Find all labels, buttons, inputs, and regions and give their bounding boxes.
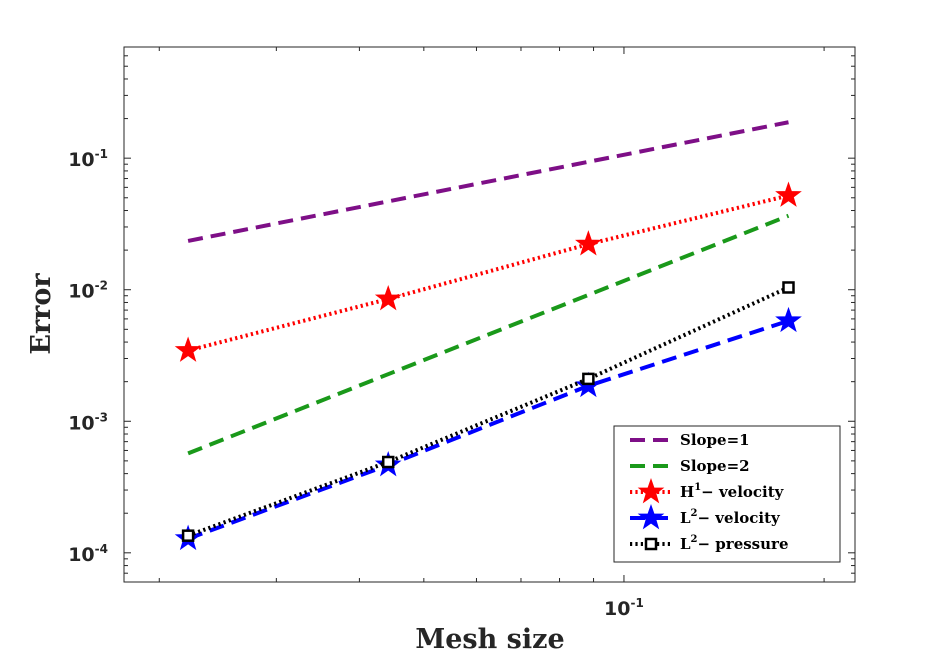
axis-ticks [124, 47, 855, 583]
series-line [187, 120, 789, 243]
data-point [181, 529, 195, 542]
data-point [381, 455, 395, 469]
data-point [174, 336, 202, 362]
data-point [582, 372, 595, 386]
legend-label: Slope=1 [680, 431, 750, 449]
y-tick-label: 10-4 [68, 542, 108, 566]
series-line [187, 213, 790, 456]
legend-marker [637, 503, 665, 530]
tick-labels: 10-1 10-4 10-3 10-2 10-1 [68, 147, 644, 620]
legend: Slope=1 Slope=2 H1− velocity L2− velocity L2… [613, 425, 841, 563]
plot-box [123, 46, 856, 583]
x-axis-title: Mesh size [415, 624, 564, 655]
data-point [374, 284, 402, 311]
y-axis-title: Error [26, 273, 57, 355]
legend-marker [644, 537, 658, 551]
series-layer [174, 120, 802, 551]
data-point [775, 306, 802, 333]
series-line [187, 193, 789, 353]
data-point [575, 230, 602, 256]
x-tick-label: 10-1 [604, 596, 644, 620]
legend-label: L2− velocity [680, 508, 781, 527]
legend-label: L2− pressure [680, 534, 788, 553]
legend-label: Slope=2 [680, 457, 750, 475]
series-line [187, 318, 790, 541]
data-point [775, 181, 802, 207]
legend-marker [637, 477, 665, 504]
legend-label: H1− velocity [680, 482, 785, 501]
data-point [782, 281, 795, 294]
y-tick-label: 10-3 [68, 410, 108, 434]
y-tick-label: 10-2 [68, 279, 108, 303]
y-tick-label: 10-1 [68, 147, 108, 171]
